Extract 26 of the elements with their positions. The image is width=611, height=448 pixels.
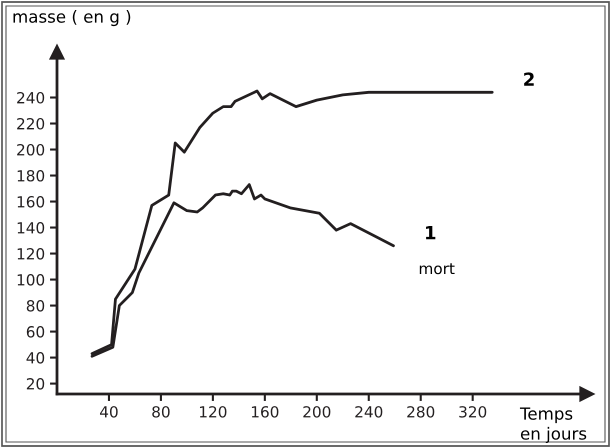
y-tick-label: 160 <box>18 196 44 208</box>
y-tick-label: 220 <box>17 118 44 130</box>
series-label: 1 <box>426 226 436 240</box>
x-tick-label: 120 <box>200 406 226 418</box>
y-tick-label: 60 <box>26 326 44 338</box>
x-tick-label: 160 <box>252 406 278 418</box>
y-axis-title: masse ( en g ) <box>14 10 130 26</box>
y-tick-label: 120 <box>18 248 44 260</box>
y-tick-label: 200 <box>17 144 44 156</box>
series-label: 2 <box>524 72 534 86</box>
y-tick-label: 80 <box>26 300 44 312</box>
x-axis-title: Temps en jours <box>520 407 586 444</box>
annotation: mort <box>420 263 455 274</box>
y-tick-label: 20 <box>26 378 44 390</box>
x-tick-label: 280 <box>407 406 434 418</box>
x-tick-label: 40 <box>100 406 118 418</box>
x-tick-label: 200 <box>303 406 330 418</box>
x-tick-label: 240 <box>355 406 382 418</box>
y-tick-label: 240 <box>17 92 44 104</box>
y-tick-label: 180 <box>18 170 44 182</box>
y-tick-label: 140 <box>18 222 44 234</box>
y-tick-label: 40 <box>26 352 44 364</box>
line-series <box>90 90 494 356</box>
x-tick-label: 320 <box>459 406 486 418</box>
y-tick-label: 100 <box>18 274 44 286</box>
x-tick-label: 80 <box>152 406 170 418</box>
